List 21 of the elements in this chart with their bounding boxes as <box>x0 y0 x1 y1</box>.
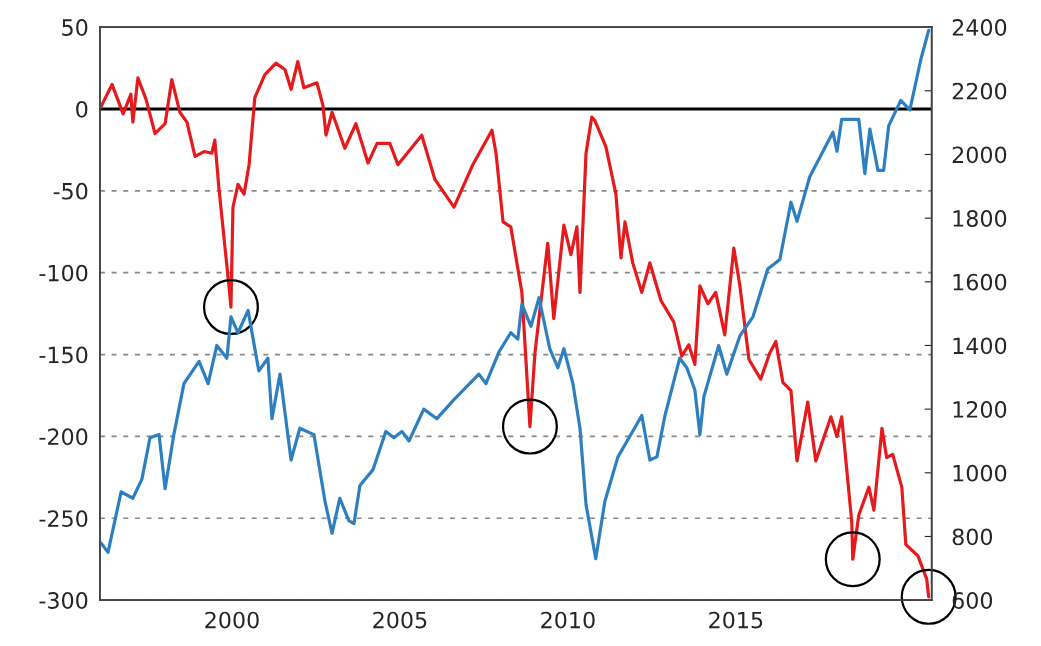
y-tick-label: 0 <box>76 100 88 118</box>
y-tick-label: -100 <box>39 264 88 282</box>
y2-tick-label: 1400 <box>953 337 1007 355</box>
y2-tick-label: 1200 <box>953 401 1007 418</box>
y-tick-label: -50 <box>53 182 88 200</box>
x-tick-label: 2000 <box>205 611 259 629</box>
y-tick-label: -150 <box>39 346 88 364</box>
y2-tick-label: 1600 <box>953 273 1007 291</box>
y2-tick-label: 2200 <box>952 82 1007 100</box>
x-tick-label: 2005 <box>373 611 427 629</box>
y2-tick-label: 800 <box>952 528 993 546</box>
y-tick-label: -300 <box>39 592 88 609</box>
y-tick-label: 50 <box>62 19 88 36</box>
y2-tick-label: 1000 <box>953 464 1007 482</box>
x-tick-label: 2015 <box>709 611 763 629</box>
y2-tick-label: 2400 <box>952 19 1007 36</box>
y-tick-label: -200 <box>39 428 88 446</box>
x-tick-label: 2010 <box>541 611 595 629</box>
y-tick-label: -250 <box>39 510 88 528</box>
y2-tick-label: 1800 <box>953 210 1007 227</box>
y2-tick-label: 2000 <box>952 146 1007 164</box>
